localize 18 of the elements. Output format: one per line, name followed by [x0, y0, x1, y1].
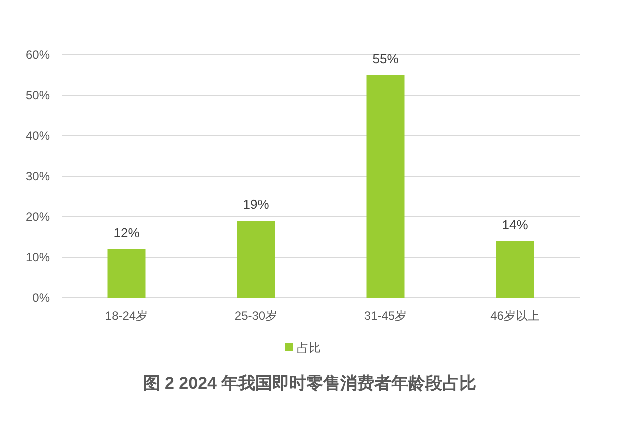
data-label: 12%: [114, 225, 140, 240]
legend-label: 占比: [297, 341, 321, 355]
y-tick-label: 40%: [26, 129, 50, 143]
y-tick-label: 50%: [26, 88, 50, 102]
data-label: 19%: [243, 197, 270, 212]
legend: 占比: [285, 341, 321, 355]
y-tick-label: 20%: [26, 210, 50, 224]
y-tick-label: 0%: [32, 291, 50, 305]
title: 图 2 2024 年我国即时零售消费者年龄段占比: [143, 374, 477, 393]
x-tick-label: 25-30岁: [234, 309, 278, 323]
x-tick-label: 31-45岁: [364, 309, 408, 323]
y-tick-label: 60%: [26, 48, 50, 62]
x-tick-label: 18-24岁: [105, 309, 148, 323]
data-label: 14%: [502, 217, 529, 232]
data-label: 55%: [372, 51, 400, 66]
x-tick-label: 46岁以上: [490, 309, 540, 323]
y-tick-label: 30%: [26, 170, 50, 184]
y-tick-label: 10%: [26, 250, 50, 264]
